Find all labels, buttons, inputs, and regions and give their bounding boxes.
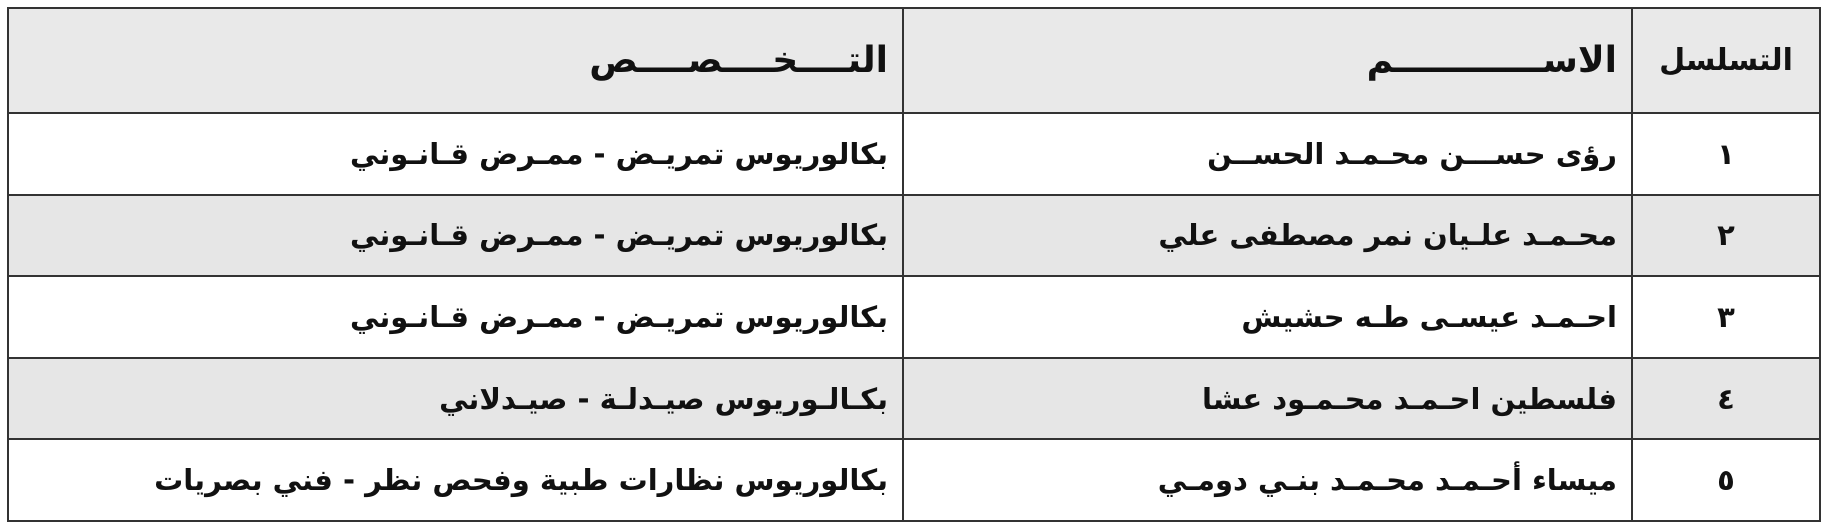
header-cell: التسلسل: [1631, 7, 1821, 114]
table-row: ٤ فلسطين احـمـد محـمـود عشا بكـالـوريوس صي…: [7, 356, 1821, 441]
table-row: ٥ ميساء أحـمـد محـمـد بنـي دومـي بكالوريوس…: [7, 438, 1821, 522]
header-cell: الاســــــــــــم: [902, 7, 1633, 114]
specialty-cell: بكالوريوس تمريـض - ممـرض قـانـوني: [7, 112, 904, 196]
table-wrapper: التسلسل الاســــــــــــم التــــخــــصـ…: [7, 7, 1821, 522]
specialty-cell: بكالوريوس نظارات طبية وفحص نظر - فني بصر…: [7, 438, 904, 522]
name-cell: احـمـد عيسـى طـه حشيش: [902, 275, 1633, 359]
serial-cell: ٢: [1631, 193, 1821, 278]
header-cell: التــــخــــصــــص: [7, 7, 904, 114]
serial-cell: ١: [1631, 112, 1821, 196]
name-cell: ميساء أحـمـد محـمـد بنـي دومـي: [902, 438, 1633, 522]
table-row: ١ رؤى حســـن محـمـد الحســن بكالوريوس تمري…: [7, 112, 1821, 196]
serial-cell: ٥: [1631, 438, 1821, 522]
table: التسلسل الاســــــــــــم التــــخــــصـ…: [7, 7, 1821, 522]
specialty-cell: بكالوريوس تمريـض - ممـرض قـانـوني: [7, 275, 904, 359]
name-cell: محـمـد علـيان نمر مصطفى علي: [902, 193, 1633, 278]
serial-cell: ٤: [1631, 356, 1821, 441]
table-head: التسلسل الاســــــــــــم التــــخــــصـ…: [7, 7, 1821, 114]
name-cell: رؤى حســـن محـمـد الحســن: [902, 112, 1633, 196]
table-row: ٣ احـمـد عيسـى طـه حشيش بكالوريوس تمريـض -…: [7, 275, 1821, 359]
table-body: ١ رؤى حســـن محـمـد الحســن بكالوريوس تمري…: [7, 112, 1821, 522]
serial-cell: ٣: [1631, 275, 1821, 359]
table-row: ٢ محـمـد علـيان نمر مصطفى علي بكالوريوس تم…: [7, 193, 1821, 278]
header-row: التسلسل الاســــــــــــم التــــخــــصـ…: [7, 7, 1821, 114]
specialty-cell: بكالوريوس تمريـض - ممـرض قـانـوني: [7, 193, 904, 278]
specialty-cell: بكـالـوريوس صيـدلـة - صيـدلاني: [7, 356, 904, 441]
name-cell: فلسطين احـمـد محـمـود عشا: [902, 356, 1633, 441]
